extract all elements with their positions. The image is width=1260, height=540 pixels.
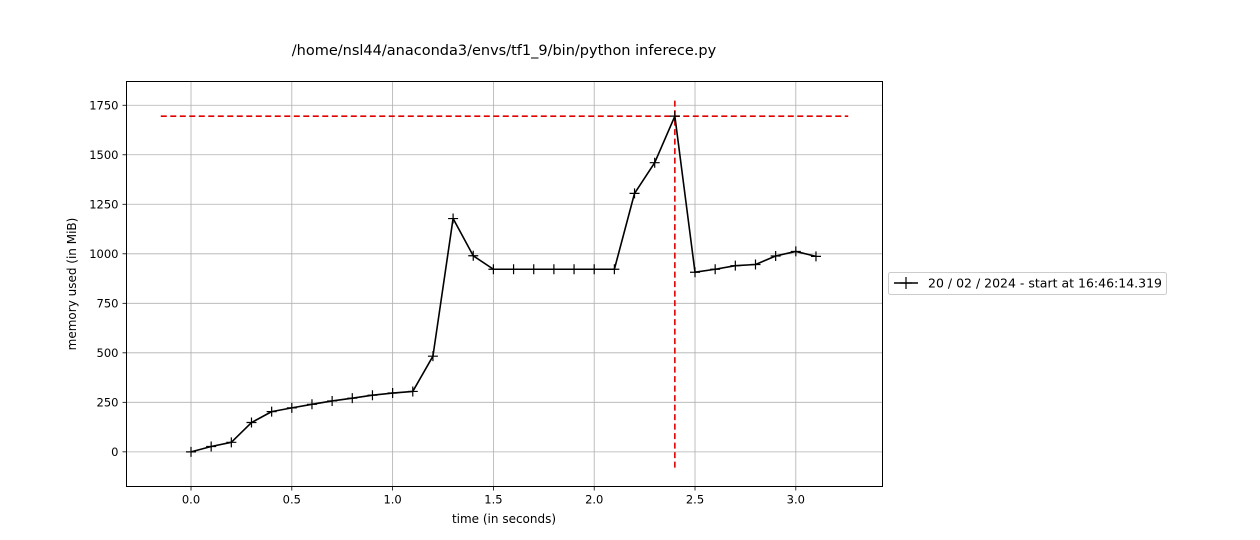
data-point: [226, 437, 237, 448]
data-point: [427, 351, 438, 362]
annotations: [160, 99, 849, 468]
data-point: [448, 213, 459, 224]
data-point: [669, 111, 680, 122]
data-point: [266, 406, 277, 417]
data-point: [690, 267, 701, 278]
data-point: [750, 259, 761, 270]
x-tick-label: 0.0: [182, 493, 200, 507]
x-tick-label: 2.5: [686, 493, 704, 507]
data-point: [548, 264, 559, 275]
y-tick-label: 1750: [89, 98, 118, 112]
data-point: [387, 388, 398, 399]
x-axis-label: time (in seconds): [452, 512, 556, 526]
data-point: [407, 386, 418, 397]
y-tick-label: 1500: [89, 148, 118, 162]
y-tick-label: 1250: [89, 197, 118, 211]
data-point: [286, 402, 297, 413]
legend-marker: [900, 277, 912, 289]
data-point: [327, 395, 338, 406]
data-point: [730, 260, 741, 271]
x-tick-label: 1.5: [484, 493, 502, 507]
series-layer: [186, 111, 821, 457]
data-point: [206, 441, 217, 452]
y-axis: 0 250 500 750 1000 1250 1500 1750: [89, 98, 127, 459]
x-tick-label: 3.0: [787, 493, 805, 507]
y-tick-label: 750: [97, 296, 119, 310]
data-point: [770, 250, 781, 261]
data-point: [649, 157, 660, 168]
data-point: [488, 264, 499, 275]
data-point: [306, 399, 317, 410]
data-point: [468, 250, 479, 261]
x-tick-label: 1.0: [383, 493, 401, 507]
grid: [126, 81, 883, 487]
data-point: [508, 264, 519, 275]
data-point: [528, 264, 539, 275]
data-point: [186, 446, 197, 457]
data-point: [609, 264, 620, 275]
y-axis-label: memory used (in MiB): [65, 218, 79, 351]
data-point: [569, 264, 580, 275]
data-point: [347, 393, 358, 404]
x-axis: 0.0 0.5 1.0 1.5 2.0 2.5 3.0: [182, 486, 805, 507]
legend-box: [888, 272, 1167, 295]
data-point: [246, 417, 257, 428]
legend-entry-label: 20 / 02 / 2024 - start at 16:46:14.319: [928, 276, 1162, 291]
data-point: [710, 264, 721, 275]
legend: 20 / 02 / 2024 - start at 16:46:14.319: [888, 272, 1167, 295]
x-tick-label: 0.5: [283, 493, 301, 507]
chart-title: /home/nsl44/anaconda3/envs/tf1_9/bin/pyt…: [292, 43, 717, 59]
x-tick-label: 2.0: [585, 493, 603, 507]
y-tick-label: 0: [111, 445, 118, 459]
data-point: [790, 246, 801, 257]
series-line: [190, 115, 817, 453]
data-point: [810, 251, 821, 262]
y-tick-label: 1000: [89, 247, 118, 261]
y-tick-label: 250: [97, 395, 119, 409]
y-tick-label: 500: [97, 346, 119, 360]
data-point: [589, 264, 600, 275]
plot-frame: [126, 81, 883, 487]
data-point: [367, 390, 378, 401]
data-point: [629, 188, 640, 199]
